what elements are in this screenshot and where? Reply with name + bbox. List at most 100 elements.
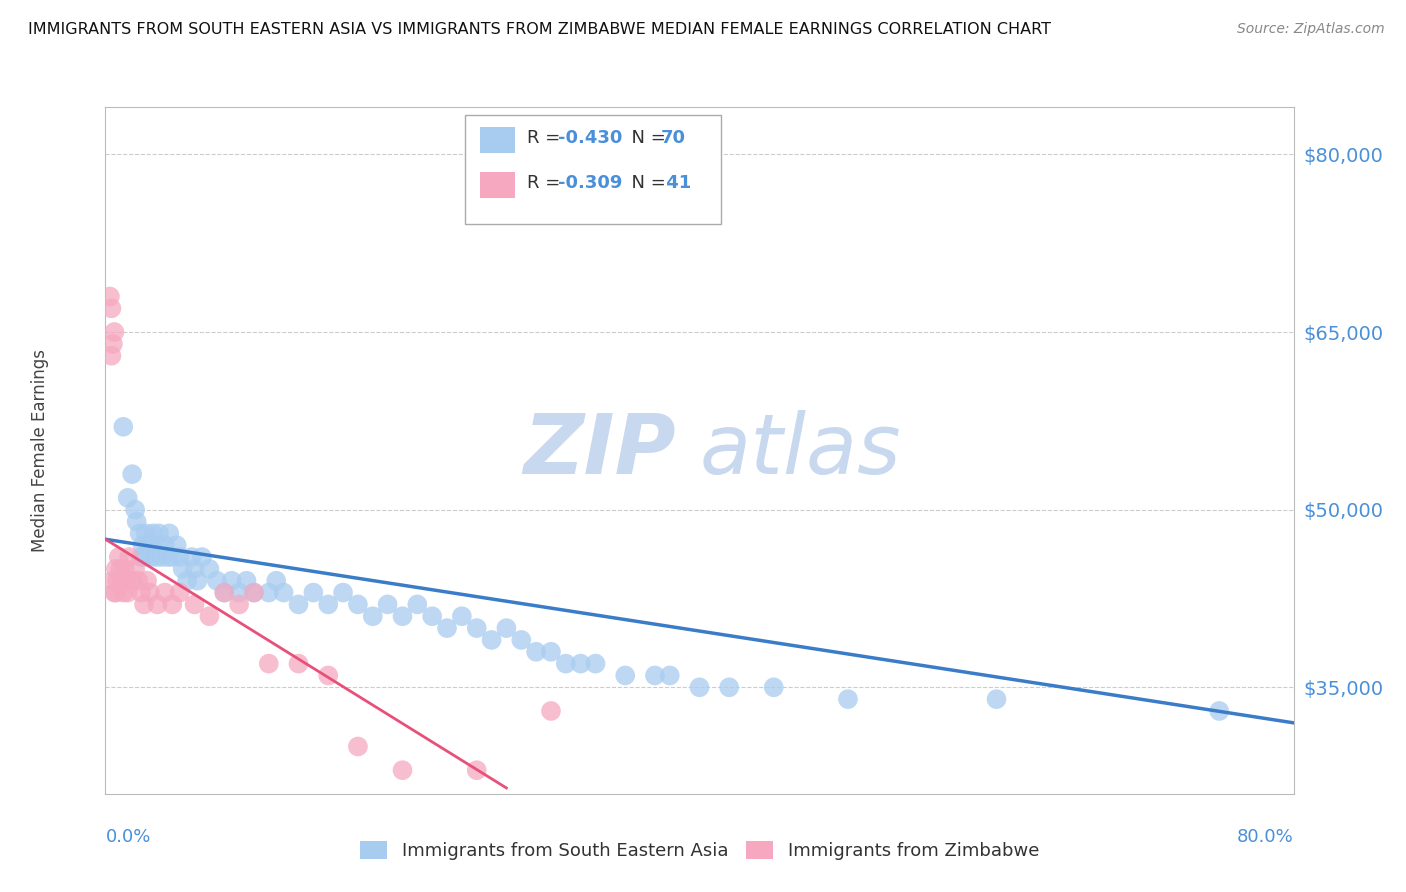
Point	[391, 763, 413, 777]
Point	[157, 526, 180, 541]
Point	[131, 538, 153, 552]
Point	[121, 467, 143, 482]
Point	[191, 549, 214, 564]
Point	[108, 549, 131, 564]
Point	[169, 585, 191, 599]
Point	[465, 621, 488, 635]
Point	[1208, 704, 1230, 718]
Point	[125, 515, 148, 529]
Point	[129, 549, 152, 564]
Point	[465, 763, 488, 777]
Point	[495, 621, 517, 635]
Point	[115, 574, 138, 588]
Point	[235, 574, 257, 588]
Point	[103, 325, 125, 339]
Legend: Immigrants from South Eastern Asia, Immigrants from Zimbabwe: Immigrants from South Eastern Asia, Immi…	[353, 833, 1046, 867]
Text: Source: ZipAtlas.com: Source: ZipAtlas.com	[1237, 22, 1385, 37]
Point	[287, 657, 309, 671]
Point	[150, 549, 173, 564]
Point	[136, 574, 159, 588]
Point	[228, 585, 250, 599]
Point	[101, 337, 124, 351]
Point	[100, 349, 122, 363]
Point	[257, 657, 280, 671]
Point	[614, 668, 637, 682]
Point	[186, 574, 208, 588]
Point	[420, 609, 443, 624]
Point	[112, 419, 135, 434]
Point	[332, 585, 354, 599]
Point	[837, 692, 859, 706]
Point	[762, 681, 785, 695]
Text: Median Female Earnings: Median Female Earnings	[31, 349, 49, 552]
Point	[361, 609, 384, 624]
Point	[481, 632, 503, 647]
Point	[198, 562, 221, 576]
Point	[100, 301, 122, 316]
Text: R =: R =	[527, 129, 567, 147]
Point	[243, 585, 266, 599]
Point	[111, 574, 134, 588]
Text: atlas: atlas	[700, 410, 901, 491]
Point	[103, 585, 125, 599]
Point	[127, 574, 149, 588]
Point	[166, 538, 188, 552]
Point	[316, 668, 339, 682]
Point	[136, 538, 159, 552]
Point	[986, 692, 1008, 706]
Point	[110, 562, 132, 576]
Point	[347, 598, 370, 612]
Point	[524, 645, 547, 659]
Point	[243, 585, 266, 599]
Point	[205, 574, 228, 588]
Point	[169, 549, 191, 564]
Text: N =: N =	[620, 174, 672, 192]
Text: ZIP: ZIP	[523, 410, 676, 491]
Point	[156, 549, 179, 564]
Point	[450, 609, 472, 624]
Point	[118, 549, 141, 564]
Point	[540, 704, 562, 718]
Point	[145, 549, 167, 564]
Text: 0.0%: 0.0%	[105, 828, 150, 847]
Point	[141, 538, 163, 552]
Text: IMMIGRANTS FROM SOUTH EASTERN ASIA VS IMMIGRANTS FROM ZIMBABWE MEDIAN FEMALE EAR: IMMIGRANTS FROM SOUTH EASTERN ASIA VS IM…	[28, 22, 1052, 37]
FancyBboxPatch shape	[479, 127, 516, 153]
Text: 70: 70	[661, 129, 685, 147]
Point	[176, 574, 198, 588]
Point	[128, 526, 150, 541]
Point	[302, 585, 325, 599]
Point	[228, 598, 250, 612]
Text: 41: 41	[661, 174, 692, 192]
Point	[129, 585, 152, 599]
Point	[162, 549, 184, 564]
Point	[146, 538, 169, 552]
Point	[132, 598, 155, 612]
Text: N =: N =	[620, 129, 672, 147]
Point	[214, 585, 236, 599]
Point	[273, 585, 295, 599]
Text: R =: R =	[527, 174, 567, 192]
Point	[257, 585, 280, 599]
Point	[569, 657, 592, 671]
Point	[406, 598, 429, 612]
Point	[718, 681, 741, 695]
Text: -0.430: -0.430	[558, 129, 623, 147]
Point	[172, 562, 194, 576]
Point	[112, 585, 135, 599]
Point	[146, 598, 169, 612]
Point	[104, 562, 127, 576]
Point	[316, 598, 339, 612]
Point	[180, 549, 202, 564]
Point	[377, 598, 399, 612]
Point	[124, 502, 146, 516]
Point	[121, 574, 143, 588]
Point	[104, 585, 127, 599]
Point	[264, 574, 287, 588]
Point	[689, 681, 711, 695]
Text: 80.0%: 80.0%	[1237, 828, 1294, 847]
Point	[436, 621, 458, 635]
Point	[135, 526, 157, 541]
Point	[214, 585, 236, 599]
Point	[347, 739, 370, 754]
